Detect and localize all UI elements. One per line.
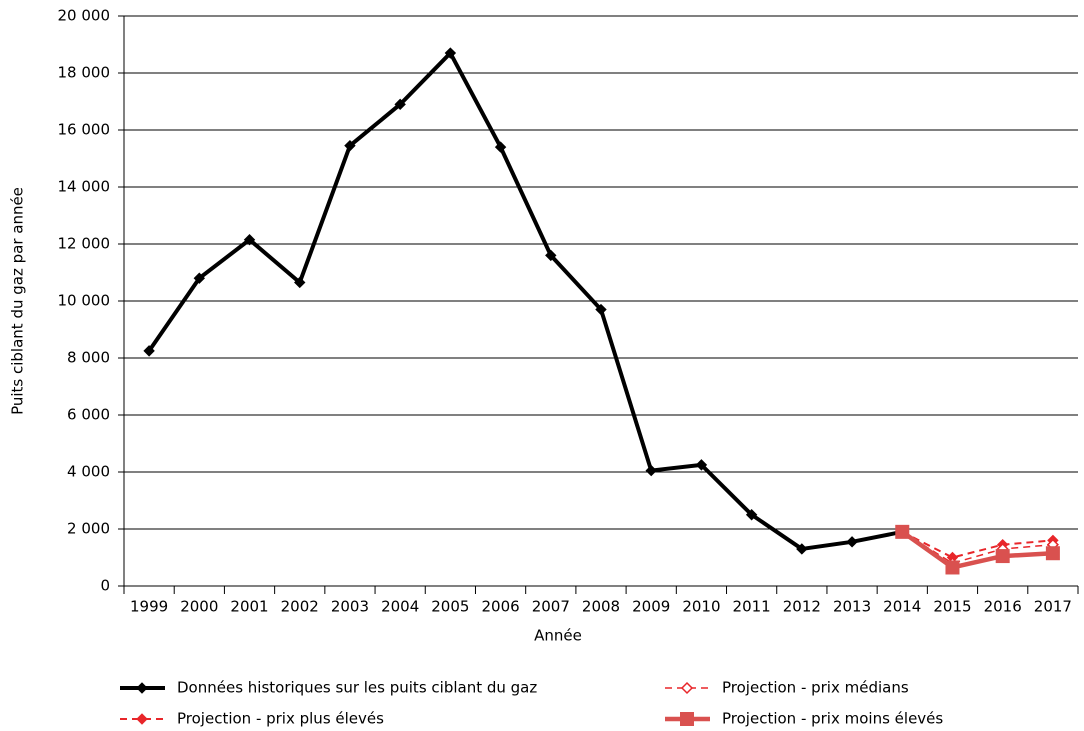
y-tick-label: 2 000 <box>67 520 110 538</box>
x-tick-label: 2009 <box>632 598 670 616</box>
y-tick-label: 14 000 <box>58 178 111 196</box>
y-tick-label: 4 000 <box>67 463 110 481</box>
x-tick-label: 2012 <box>783 598 821 616</box>
legend-label: Projection - prix médians <box>722 679 909 697</box>
data-point <box>243 234 256 246</box>
data-point <box>143 345 155 357</box>
y-tick-label: 6 000 <box>67 406 110 424</box>
series-line <box>900 530 1054 570</box>
x-tick-label: 2007 <box>532 598 570 616</box>
series-line <box>901 530 1053 559</box>
x-tick-label: 2010 <box>682 598 720 616</box>
data-point <box>294 276 306 289</box>
x-tick-label: 2001 <box>230 598 268 616</box>
x-tick-label: 2004 <box>381 598 419 616</box>
y-tick-label: 0 <box>100 577 110 595</box>
data-point <box>846 536 858 548</box>
x-tick-label: 2016 <box>984 598 1022 616</box>
x-tick-label: 2005 <box>431 598 469 616</box>
y-tick-label: 10 000 <box>58 292 111 310</box>
x-tick-label: 2014 <box>883 598 921 616</box>
y-axis-label: Puits ciblant du gaz par année <box>9 187 27 415</box>
data-point <box>645 464 657 477</box>
x-tick-label: 2003 <box>331 598 369 616</box>
y-tick-label: 20 000 <box>58 7 111 25</box>
x-tick-label: 1999 <box>130 598 168 616</box>
data-point <box>444 47 457 59</box>
data-point <box>545 249 557 262</box>
legend-marker <box>680 712 694 726</box>
data-point <box>895 524 910 539</box>
y-tick-label: 16 000 <box>58 121 111 139</box>
x-tick-label: 2000 <box>180 598 218 616</box>
legend-marker <box>136 713 148 725</box>
y-tick-label: 12 000 <box>58 235 111 253</box>
x-axis-label: Année <box>534 627 582 645</box>
data-point <box>595 303 607 316</box>
data-point <box>494 141 507 153</box>
y-tick-label: 8 000 <box>67 349 110 367</box>
legend-marker <box>136 682 148 694</box>
x-tick-label: 2006 <box>481 598 519 616</box>
x-tick-label: 2013 <box>833 598 871 616</box>
data-point <box>796 543 808 555</box>
series-line <box>147 51 903 551</box>
x-tick-label: 2008 <box>582 598 620 616</box>
legend-label: Données historiques sur les puits ciblan… <box>177 679 537 697</box>
data-point <box>995 549 1010 564</box>
legend-label: Projection - prix plus élevés <box>177 710 384 728</box>
x-tick-label: 2017 <box>1034 598 1072 616</box>
legend-marker <box>680 681 694 695</box>
x-tick-label: 2002 <box>281 598 319 616</box>
data-point <box>695 459 708 471</box>
data-point <box>1045 546 1060 561</box>
y-tick-label: 18 000 <box>58 64 111 82</box>
data-point <box>945 560 960 575</box>
data-point <box>394 98 406 111</box>
x-tick-label: 2011 <box>733 598 771 616</box>
x-tick-label: 2015 <box>933 598 971 616</box>
legend-label: Projection - prix moins élevés <box>722 710 943 728</box>
data-point <box>344 139 356 152</box>
data-point <box>745 509 758 521</box>
data-point <box>193 272 206 284</box>
